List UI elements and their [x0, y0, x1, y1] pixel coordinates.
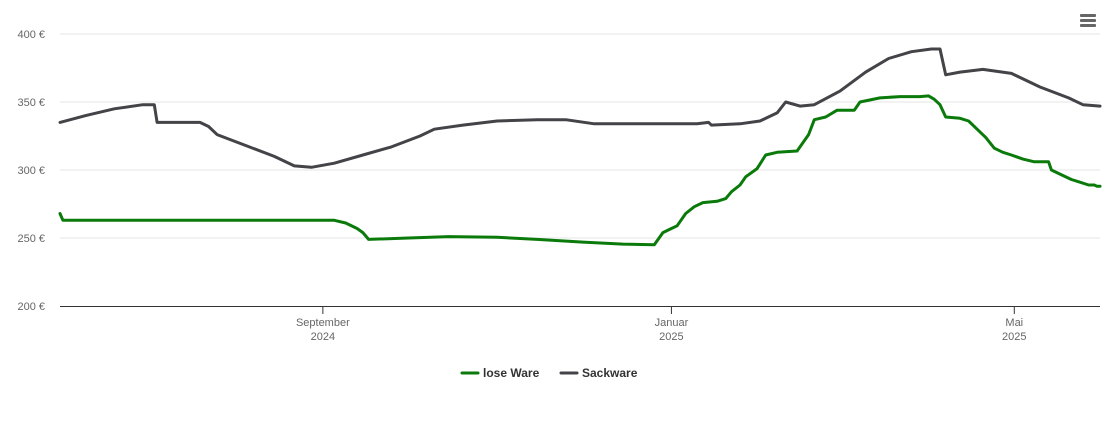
x-tick-label-year: 2025	[1002, 331, 1026, 343]
x-tick-label-month: September	[296, 317, 350, 329]
legend-item[interactable]: lose Ware	[460, 366, 540, 380]
y-tick-label: 200 €	[17, 301, 45, 313]
y-tick-label: 400 €	[17, 29, 45, 41]
x-tick-label-month: Januar	[655, 317, 689, 329]
x-tick-label-month: Mai	[1005, 317, 1023, 329]
x-tick-label-year: 2025	[659, 331, 683, 343]
legend-label: lose Ware	[483, 366, 540, 380]
series-lines	[58, 47, 1102, 247]
x-tick-label-year: 2024	[311, 331, 335, 343]
y-axis-labels: 200 € 250 € 300 € 350 € 400 €	[17, 29, 45, 313]
y-tick-label: 350 €	[17, 97, 45, 109]
y-tick-label: 300 €	[17, 165, 45, 177]
legend-item[interactable]: Sackware	[559, 366, 638, 380]
hamburger-menu-icon[interactable]	[1078, 12, 1098, 30]
series-line	[58, 47, 1102, 169]
legend-label: Sackware	[582, 366, 638, 380]
y-tick-label: 250 €	[17, 233, 45, 245]
gridlines	[60, 33, 1100, 239]
series-line	[58, 94, 1102, 247]
x-axis-ticks: September 2024 Januar 2025 Mai 2025	[296, 306, 1027, 343]
legend[interactable]: lose Ware Sackware	[460, 366, 638, 380]
